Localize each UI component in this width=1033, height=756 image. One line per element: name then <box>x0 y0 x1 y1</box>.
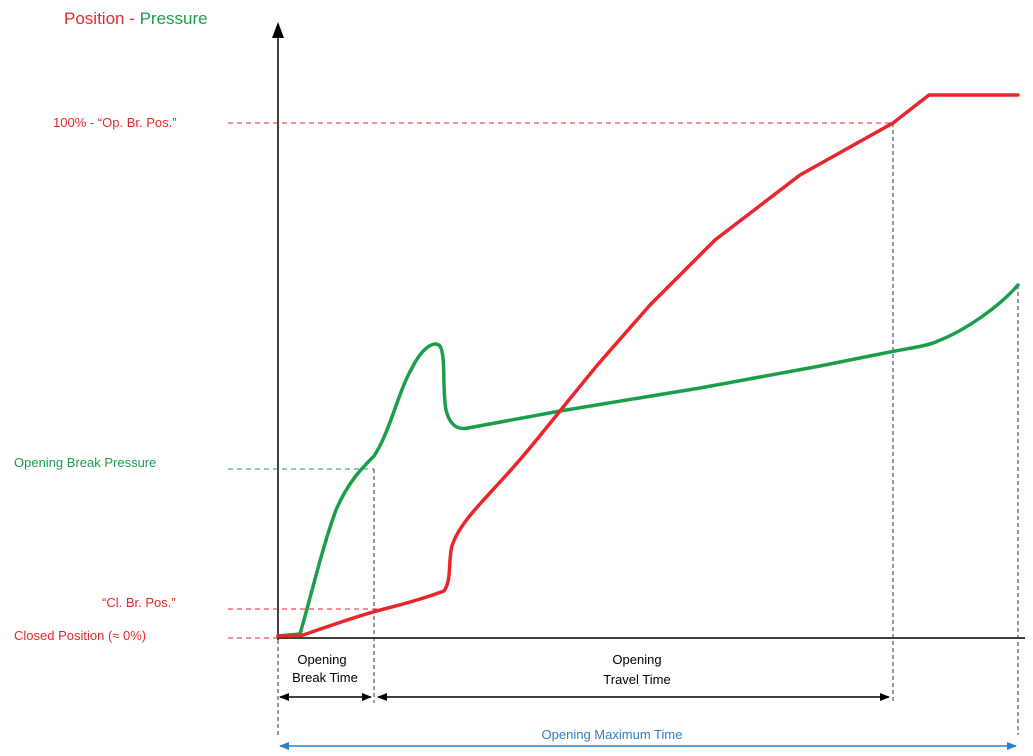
label-closed-position: Closed Position (≈ 0%) <box>14 628 146 643</box>
pressure-curve <box>276 283 1020 638</box>
label-opening-travel-time-line1: Opening <box>612 652 661 667</box>
diagram-title: Position - Pressure <box>64 9 208 28</box>
label-opening-break-pressure: Opening Break Pressure <box>14 455 156 470</box>
label-closed-break-pos: “Cl. Br. Pos.” <box>102 595 176 610</box>
label-opening-break-time-line2: Break Time <box>292 670 358 685</box>
position-curve <box>276 93 1020 638</box>
label-opening-maximum-time: Opening Maximum Time <box>542 727 683 742</box>
label-opening-travel-time-line2: Travel Time <box>603 672 670 687</box>
y-axis-arrowhead <box>272 22 284 38</box>
title-position: Position <box>64 9 124 28</box>
title-pressure: Pressure <box>140 9 208 28</box>
label-open-break-pos: 100% - “Op. Br. Pos.” <box>53 115 177 130</box>
title-separator: - <box>124 9 139 28</box>
label-opening-break-time-line1: Opening <box>297 652 346 667</box>
